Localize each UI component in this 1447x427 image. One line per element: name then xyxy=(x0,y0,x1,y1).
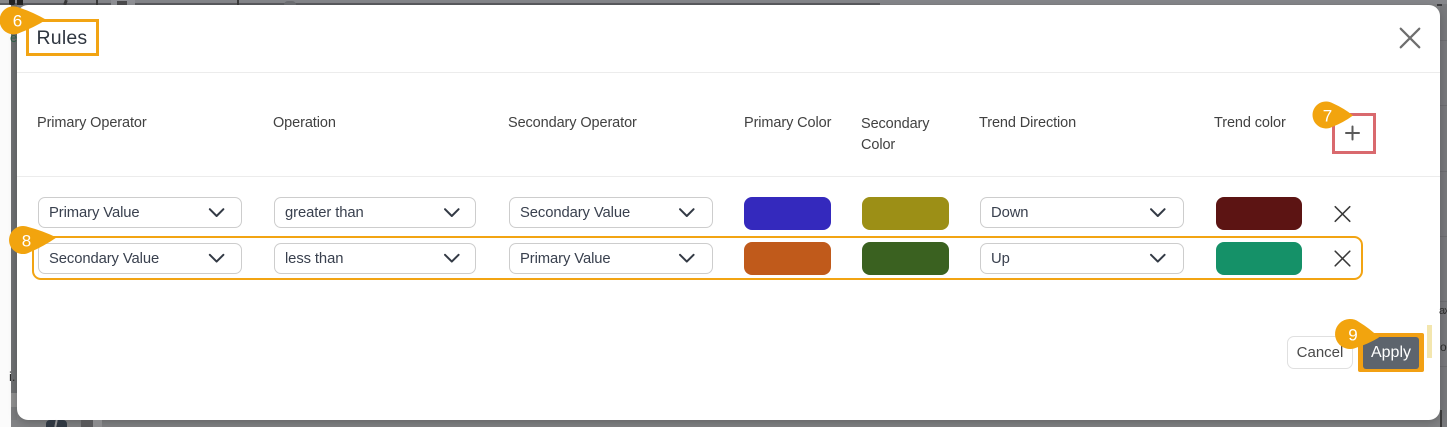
svg-text:6: 6 xyxy=(13,12,22,31)
svg-text:9: 9 xyxy=(1348,326,1357,345)
svg-text:8: 8 xyxy=(22,232,31,251)
svg-text:7: 7 xyxy=(1323,107,1332,126)
